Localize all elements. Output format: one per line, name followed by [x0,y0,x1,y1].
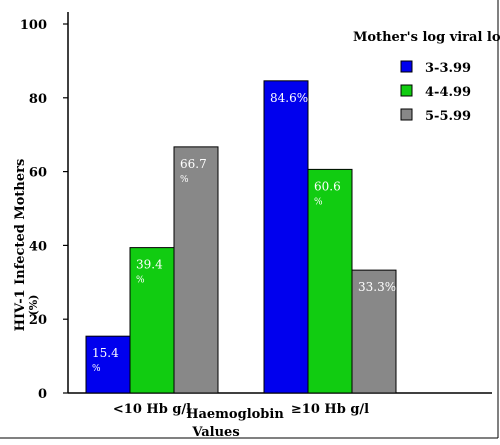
legend: 3-3.99 4-4.99 5-5.99 [400,60,471,124]
y-tick-label: 80 [29,92,47,107]
y-tick-label: 60 [29,166,47,181]
bar-value-label: 84.6% [270,91,308,105]
bar [85,335,131,394]
bar-value-label: 60.6 [314,179,341,193]
x-category-label: ≥10 Hb g/l [291,402,369,417]
x-axis-label-line2: Values [191,425,239,440]
bar-value-label: % [92,364,101,374]
bar [351,269,397,394]
legend-swatch [400,108,413,121]
y-tick-label: 40 [29,239,47,254]
legend-label: 4-4.99 [425,85,471,100]
bar-value-label: 39.4 [136,258,163,272]
legend-swatch [400,60,413,73]
bar-value-label: % [180,175,189,185]
legend-label: 5-5.99 [425,109,471,124]
x-axis-label-line1: Haemoglobin [186,407,284,422]
bar [307,168,353,394]
bar-value-label: % [314,197,323,207]
legend-title: Mother's log viral load [353,30,500,45]
x-category-label: <10 Hb g/l [113,402,191,417]
bar-value-label: 33.3% [358,280,396,294]
bar-value-label: % [136,276,145,286]
y-tick-label: 0 [38,387,47,402]
y-tick-label: 20 [29,313,47,328]
legend-swatch [400,84,413,97]
x-categories-group: <10 Hb g/l ≥10 Hb g/l [113,402,369,417]
bars-group: 15.4% 84.6% 39.4% 60.6% 66.7% 33.3% [85,80,397,394]
legend-label: 3-3.99 [425,61,471,76]
y-axis-label: HIV-1 Infected Mothers [13,159,28,332]
bar-value-label: 66.7 [180,157,207,171]
bar [263,80,309,394]
y-axis-unit: (%) [27,295,40,316]
bar [173,146,219,394]
bar [129,247,175,394]
y-ticks-group: 0 20 40 60 80 100 [20,18,68,402]
y-tick-label: 100 [20,18,47,33]
bar-value-label: 15.4 [92,346,119,360]
